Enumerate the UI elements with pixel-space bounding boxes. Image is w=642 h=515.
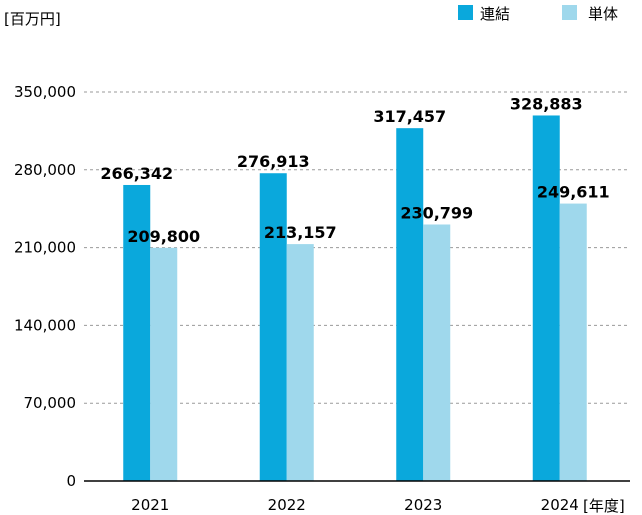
- bar-standalone-2024: [559, 203, 587, 481]
- legend: 連結 単体: [458, 5, 618, 23]
- legend-swatch-consolidated: [458, 5, 473, 20]
- y-axis-unit-label: [百万円]: [4, 10, 61, 28]
- y-tick-label: 210,000: [14, 239, 76, 257]
- x-tick-label: 2023: [404, 496, 442, 514]
- data-label-standalone-2023: 230,799: [400, 203, 473, 222]
- legend-label-standalone: 単体: [588, 5, 618, 23]
- x-tick-label: 2024: [541, 496, 579, 514]
- x-tick-label: 2022: [268, 496, 306, 514]
- bar-consolidated-2024: [532, 115, 560, 482]
- y-tick-label: 280,000: [14, 161, 76, 179]
- data-label-consolidated-2022: 276,913: [237, 152, 310, 171]
- legend-swatch-standalone: [562, 5, 577, 20]
- bars: [123, 115, 587, 482]
- y-tick-label: 70,000: [24, 394, 77, 412]
- bar-standalone-2022: [286, 244, 314, 481]
- data-labels: 266,342 209,800 276,913 213,157 317,457 230,7…: [100, 94, 609, 245]
- bar-consolidated-2023: [396, 128, 424, 481]
- y-tick-label: 350,000: [14, 83, 76, 101]
- data-label-consolidated-2024: 328,883: [510, 94, 583, 113]
- x-axis-ticks: 2021 2022 2023 2024: [131, 496, 579, 514]
- data-label-standalone-2022: 213,157: [264, 223, 337, 242]
- data-label-standalone-2021: 209,800: [127, 227, 200, 246]
- y-tick-label: 0: [66, 472, 76, 490]
- bar-standalone-2023: [423, 224, 451, 481]
- y-tick-label: 140,000: [14, 316, 76, 334]
- bar-standalone-2021: [150, 247, 178, 481]
- x-axis-unit-label: [年度]: [583, 497, 625, 515]
- y-axis-ticks: 0 70,000 140,000 210,000 280,000 350,000: [14, 83, 76, 490]
- legend-label-consolidated: 連結: [480, 5, 510, 23]
- bar-consolidated-2021: [123, 184, 151, 481]
- bar-consolidated-2022: [259, 173, 287, 481]
- data-label-consolidated-2021: 266,342: [100, 164, 173, 183]
- x-tick-label: 2021: [131, 496, 169, 514]
- data-label-consolidated-2023: 317,457: [373, 107, 446, 126]
- data-label-standalone-2024: 249,611: [537, 183, 610, 202]
